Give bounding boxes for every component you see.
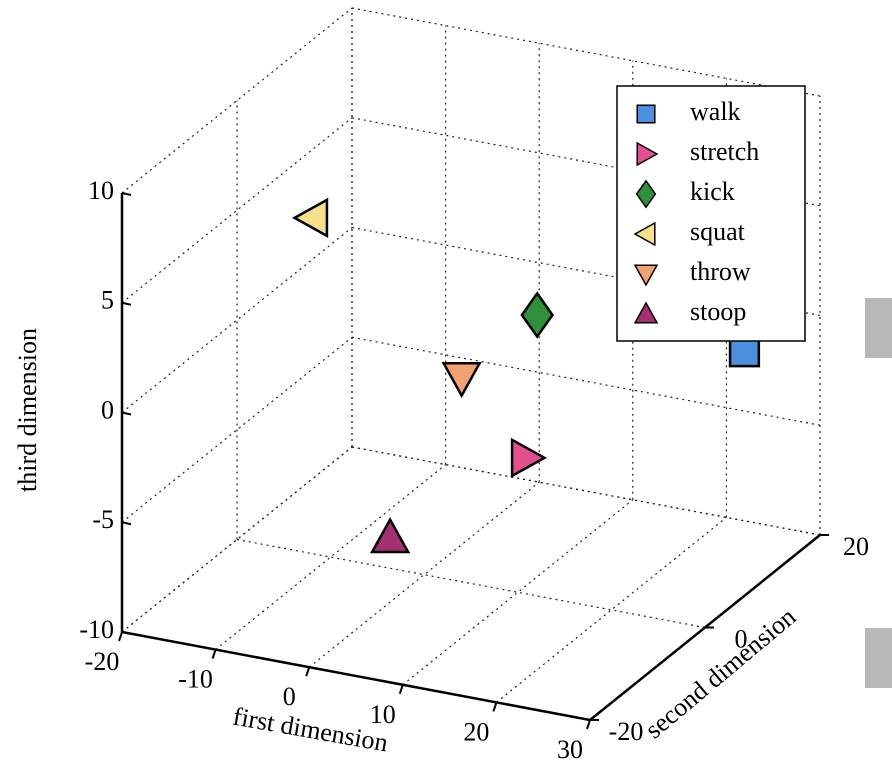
z-axis-label: third dimension <box>13 328 42 492</box>
legend-marker <box>637 105 655 123</box>
legend-label: stoop <box>690 297 746 326</box>
legend-label: walk <box>690 97 741 126</box>
grid-line <box>403 500 633 685</box>
y-axis-label: second dimension <box>639 602 801 744</box>
z-tick <box>122 522 131 524</box>
x-tick <box>119 632 122 641</box>
legend-label: kick <box>690 177 735 206</box>
x-tick <box>213 650 216 659</box>
chart: third dimension first dimension second d… <box>0 0 892 769</box>
legend-label: squat <box>690 217 746 246</box>
x-tick-label: 0 <box>283 682 296 711</box>
x-tick <box>400 685 403 694</box>
legend-label: throw <box>690 257 751 286</box>
legend-label: stretch <box>690 137 759 166</box>
x-tick-label: -20 <box>85 647 120 676</box>
x-tick <box>306 667 309 676</box>
grid-line <box>352 447 820 535</box>
y-tick-label: 20 <box>843 532 869 561</box>
x-tick <box>493 702 496 711</box>
point <box>295 200 327 236</box>
y-tick-label: 0 <box>735 624 748 653</box>
photo-thumbnail <box>865 628 892 688</box>
z-tick <box>122 413 131 415</box>
grid-line <box>309 482 539 667</box>
z-tick-label: -5 <box>92 505 114 534</box>
grid-line <box>352 8 820 96</box>
grid-line <box>216 465 446 650</box>
grid-line <box>237 540 705 628</box>
grid-line <box>122 228 352 413</box>
x-tick-label: 20 <box>463 717 489 746</box>
z-tick-label: 10 <box>88 176 114 205</box>
x-tick-label: 10 <box>370 700 396 729</box>
z-tick-label: 0 <box>101 395 114 424</box>
grid-line <box>496 517 726 702</box>
photo-thumbnail <box>865 298 892 358</box>
x-axis-label: first dimension <box>231 702 390 758</box>
y-tick-label: -20 <box>609 717 644 746</box>
point <box>444 363 480 395</box>
x-tick <box>587 720 590 729</box>
z-tick <box>122 303 131 305</box>
z-tick-label: -10 <box>79 615 114 644</box>
point <box>372 520 408 552</box>
x-tick-label: -10 <box>178 665 213 694</box>
x-tick-label: 30 <box>557 735 583 764</box>
point <box>522 293 553 336</box>
grid-line <box>352 447 820 535</box>
z-tick <box>122 193 131 195</box>
z-tick-label: 5 <box>101 286 114 315</box>
